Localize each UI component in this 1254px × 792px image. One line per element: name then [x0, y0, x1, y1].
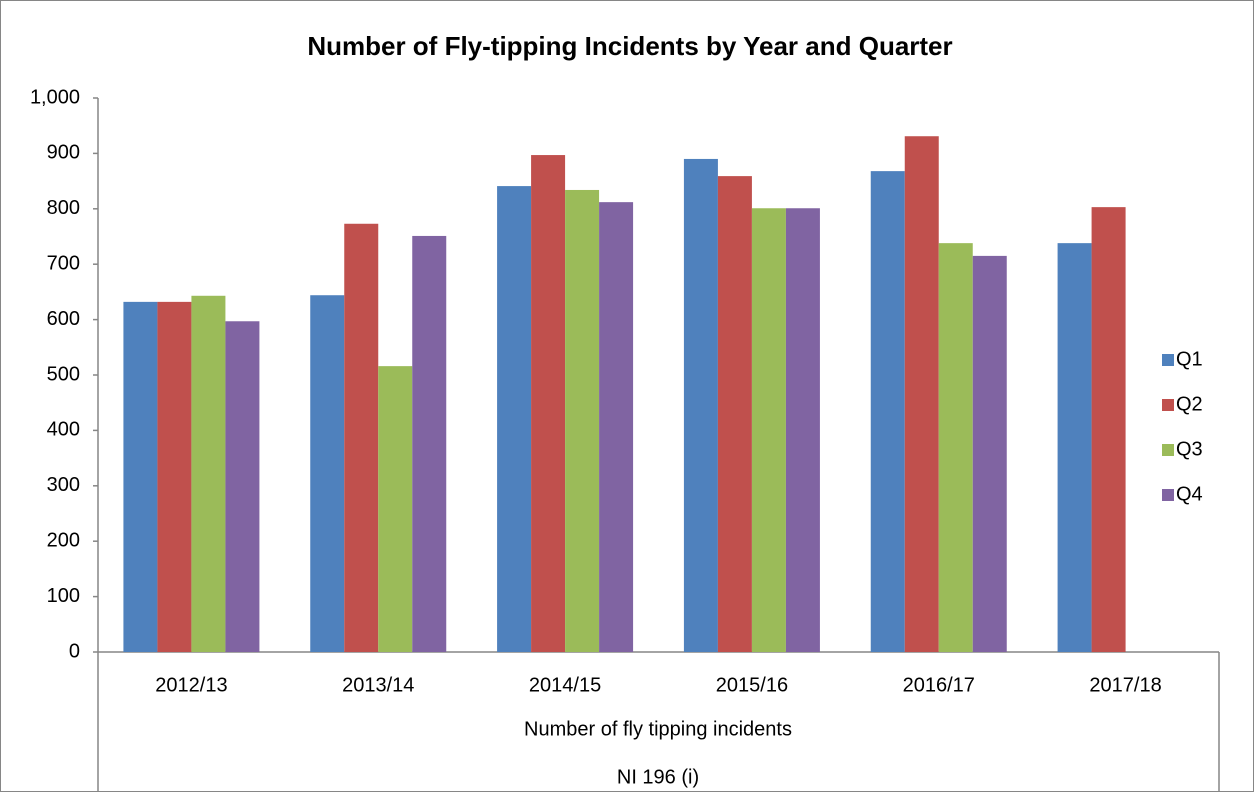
y-tick-label: 500: [47, 363, 80, 385]
x-tick-label: 2017/18: [1089, 674, 1161, 696]
legend-swatch: [1162, 354, 1174, 366]
bar: [123, 301, 158, 652]
bar: [225, 321, 260, 652]
legend-swatch: [1162, 444, 1174, 456]
bar: [310, 295, 345, 652]
bar: [1057, 243, 1092, 652]
y-tick-label: 400: [47, 419, 80, 441]
x-axis-sublabel: NI 196 (i): [617, 766, 699, 788]
x-axis-label: Number of fly tipping incidents: [524, 718, 792, 740]
y-tick-label: 900: [47, 142, 80, 164]
bar: [157, 301, 192, 652]
x-tick-label: 2015/16: [716, 674, 788, 696]
bar: [904, 136, 939, 652]
x-tick-label: 2016/17: [903, 674, 975, 696]
y-tick-label: 800: [47, 197, 80, 219]
bar: [683, 158, 718, 652]
legend-label: Q3: [1176, 438, 1203, 460]
y-tick-label: 300: [47, 474, 80, 496]
y-tick-label: 1,000: [30, 86, 80, 108]
legend-label: Q4: [1176, 483, 1203, 505]
legend-swatch: [1162, 399, 1174, 411]
y-tick-label: 600: [47, 308, 80, 330]
bar: [531, 155, 566, 652]
y-tick-label: 700: [47, 252, 80, 274]
x-tick-label: 2013/14: [342, 674, 414, 696]
bar: [599, 202, 634, 653]
bar: [717, 176, 752, 652]
bar: [972, 255, 1007, 652]
bar: [378, 366, 413, 652]
bar: [1091, 207, 1126, 652]
y-tick-label: 200: [47, 529, 80, 551]
x-tick-label: 2012/13: [155, 674, 227, 696]
bar: [938, 243, 973, 652]
bar: [870, 171, 905, 653]
y-tick-label: 0: [69, 640, 80, 662]
bar: [191, 295, 226, 652]
legend-label: Q1: [1176, 348, 1203, 370]
chart-title: Number of Fly-tipping Incidents by Year …: [307, 31, 952, 61]
bar: [497, 186, 532, 652]
x-tick-label: 2014/15: [529, 674, 601, 696]
legend-label: Q2: [1176, 393, 1203, 415]
y-tick-label: 100: [47, 585, 80, 607]
bar: [785, 208, 820, 652]
bar: [751, 208, 786, 652]
bar: [412, 235, 447, 653]
bar: [565, 189, 600, 653]
bar: [344, 223, 379, 652]
legend-swatch: [1162, 489, 1174, 501]
